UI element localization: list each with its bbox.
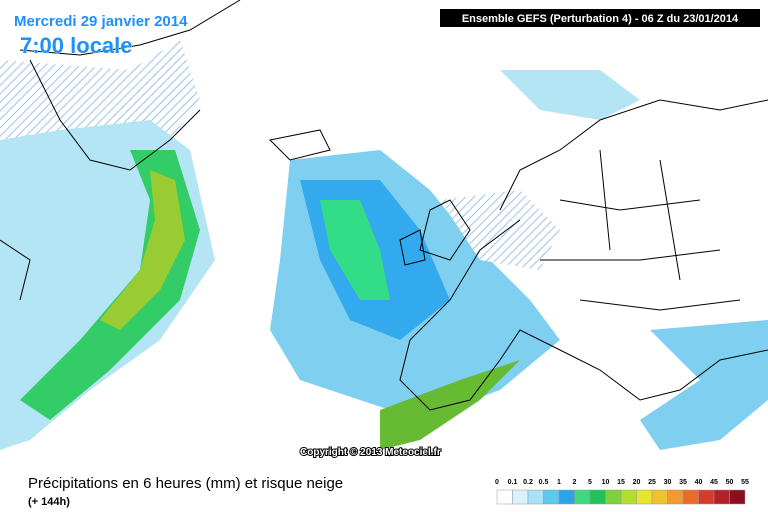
scale-box	[558, 489, 575, 505]
precip-moderate	[320, 200, 390, 300]
coastline	[268, 129, 471, 266]
scale-box	[713, 489, 730, 505]
run-label: Ensemble GEFS (Perturbation 4) - 06 Z du…	[462, 13, 739, 25]
legend-subtitle: (+ 144h)	[28, 496, 70, 508]
scale-tick-label: 35	[679, 479, 687, 486]
scale-box	[589, 489, 606, 505]
scale-box	[527, 489, 544, 505]
scale-tick-label: 30	[664, 479, 672, 486]
scale-tick-label: 40	[695, 479, 703, 486]
coastline	[399, 99, 768, 411]
scale-box	[512, 489, 529, 505]
color-scale: 0 0.1 0.2 0.5 1 2 5 10 15 20 25 30 35 40 45 50 55	[495, 479, 749, 505]
scale-tick-label: 20	[633, 479, 641, 486]
scale-box	[698, 489, 715, 505]
scale-box	[667, 489, 684, 505]
scale-box	[636, 489, 653, 505]
snow-area	[440, 190, 560, 270]
scale-box	[651, 489, 668, 505]
precip-light	[500, 70, 640, 120]
coastline	[0, 0, 241, 301]
scale-tick-label: 15	[617, 479, 625, 486]
scale-box	[605, 489, 622, 505]
scale-box	[543, 489, 560, 505]
scale-box	[574, 489, 591, 505]
scale-box	[496, 489, 513, 505]
scale-tick-label: 45	[710, 479, 718, 486]
scale-box	[682, 489, 699, 505]
scale-box	[729, 489, 746, 505]
scale-box	[620, 489, 637, 505]
time-label: 7:00 locale	[20, 33, 133, 58]
scale-tick-label: 50	[726, 479, 734, 486]
scale-tick-label: 1	[557, 479, 561, 486]
legend-title: Précipitations en 6 heures (mm) et risqu…	[28, 475, 343, 492]
scale-tick-label: 0.2	[523, 479, 533, 486]
scale-tick-label: 55	[741, 479, 749, 486]
precip-light	[640, 320, 768, 450]
copyright: Copyright © 2013 Meteociel.fr	[300, 447, 441, 458]
border	[540, 149, 741, 311]
scale-tick-label: 0.1	[508, 479, 518, 486]
precip-heavy	[100, 170, 185, 330]
scale-tick-label: 0.5	[539, 479, 549, 486]
scale-tick-label: 10	[602, 479, 610, 486]
scale-tick-label: 25	[648, 479, 656, 486]
date-label: Mercredi 29 janvier 2014	[14, 13, 188, 30]
scale-tick-label: 2	[573, 479, 577, 486]
scale-tick-label: 0	[495, 479, 499, 486]
run-box	[440, 9, 760, 27]
map: Ensemble GEFS (Perturbation 4) - 06 Z du…	[0, 0, 768, 459]
scale-tick-label: 5	[588, 479, 592, 486]
